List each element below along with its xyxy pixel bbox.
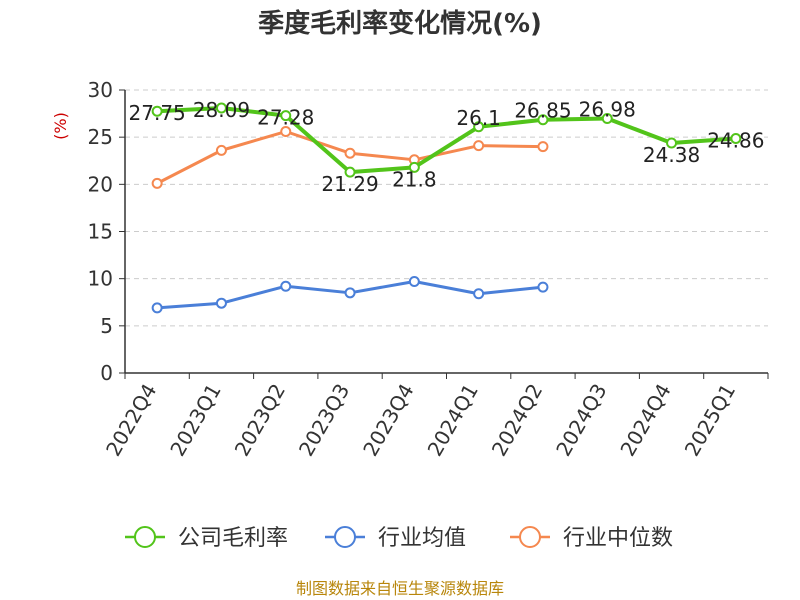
data-point-公司毛利率-5 (473, 121, 485, 133)
data-point-公司毛利率-2 (280, 110, 292, 122)
y-tick-label-25: 25 (88, 125, 113, 149)
data-point-行业中位数-3 (344, 147, 356, 159)
x-tick-label-2024Q3: 2024Q3 (551, 380, 611, 461)
data-point-公司毛利率-1 (215, 102, 227, 114)
data-point-行业中位数-1 (215, 144, 227, 156)
x-tick-label-2022Q4: 2022Q4 (101, 380, 161, 461)
data-point-行业中位数-2 (280, 126, 292, 138)
data-label-2023Q1: 28.09 (193, 98, 250, 122)
legend: 公司毛利率 行业均值 行业中位数 (125, 526, 673, 551)
legend-label-行业均值: 行业均值 (378, 526, 466, 551)
data-label-2024Q1: 26.1 (456, 106, 501, 130)
data-point-公司毛利率-3 (344, 166, 356, 178)
axes: 0 5 10 15 20 25 30 2022Q4 2023Q1 2023Q2 2023Q3 2023… (88, 78, 769, 461)
series-layer (151, 102, 742, 314)
data-label-2022Q4: 27.75 (129, 101, 186, 125)
data-point-行业均值-3 (344, 287, 356, 299)
y-axis-label: (%) (51, 112, 70, 140)
data-label-2024Q2: 26.85 (514, 99, 571, 123)
data-label-2023Q2: 27.28 (257, 106, 314, 130)
data-point-行业均值-4 (408, 275, 420, 287)
data-point-公司毛利率-6 (537, 114, 549, 126)
grid-lines (125, 89, 768, 327)
data-point-公司毛利率-8 (666, 137, 678, 149)
data-point-行业中位数-0 (151, 177, 163, 189)
x-tick-label-2024Q2: 2024Q2 (487, 380, 547, 461)
x-tick-label-2023Q2: 2023Q2 (230, 380, 290, 461)
data-point-公司毛利率-7 (601, 112, 613, 124)
x-tick-label-2023Q3: 2023Q3 (294, 380, 354, 461)
x-tick-label-2024Q4: 2024Q4 (615, 380, 675, 461)
data-label-2023Q3: 21.29 (321, 172, 378, 196)
y-tick-label-0: 0 (100, 361, 113, 385)
data-point-行业均值-2 (280, 280, 292, 292)
data-labels: 27.75 28.09 27.28 21.29 21.8 26.1 26.85 26.98 24… (129, 97, 765, 196)
y-tick-label-20: 20 (88, 172, 113, 196)
y-tick-label-5: 5 (100, 314, 113, 338)
data-point-行业均值-1 (215, 297, 227, 309)
data-point-行业均值-6 (537, 281, 549, 293)
data-label-2025Q1: 24.86 (707, 128, 764, 152)
series-line-公司毛利率 (157, 106, 736, 175)
y-tick-label-30: 30 (88, 78, 113, 102)
data-point-行业均值-5 (473, 288, 485, 300)
source-note: 制图数据来自恒生聚源数据库 (296, 579, 504, 598)
legend-label-行业中位数: 行业中位数 (563, 526, 673, 551)
x-tick-label-2023Q1: 2023Q1 (165, 380, 225, 461)
data-point-公司毛利率-4 (408, 161, 420, 173)
legend-label-公司毛利率: 公司毛利率 (178, 526, 288, 551)
x-tick-label-2023Q4: 2023Q4 (358, 380, 418, 461)
data-label-2024Q4: 24.38 (643, 143, 700, 167)
data-label-2024Q3: 26.98 (579, 97, 636, 121)
data-point-行业中位数-6 (537, 141, 549, 153)
y-tick-label-10: 10 (88, 267, 113, 291)
data-point-行业中位数-5 (473, 140, 485, 152)
data-point-公司毛利率-0 (151, 105, 163, 117)
x-tick-label-2024Q1: 2024Q1 (423, 380, 483, 461)
x-tick-label-2025Q1: 2025Q1 (680, 380, 740, 461)
data-point-行业均值-0 (151, 302, 163, 314)
legend-marker-行业中位数 (519, 526, 541, 548)
y-tick-label-15: 15 (88, 220, 113, 244)
data-label-2023Q4: 21.8 (392, 167, 437, 191)
legend-marker-行业均值 (334, 526, 356, 548)
chart-title: 季度毛利率变化情况(%) (258, 8, 542, 39)
data-point-公司毛利率-9 (730, 132, 742, 144)
legend-marker-公司毛利率 (134, 526, 156, 548)
